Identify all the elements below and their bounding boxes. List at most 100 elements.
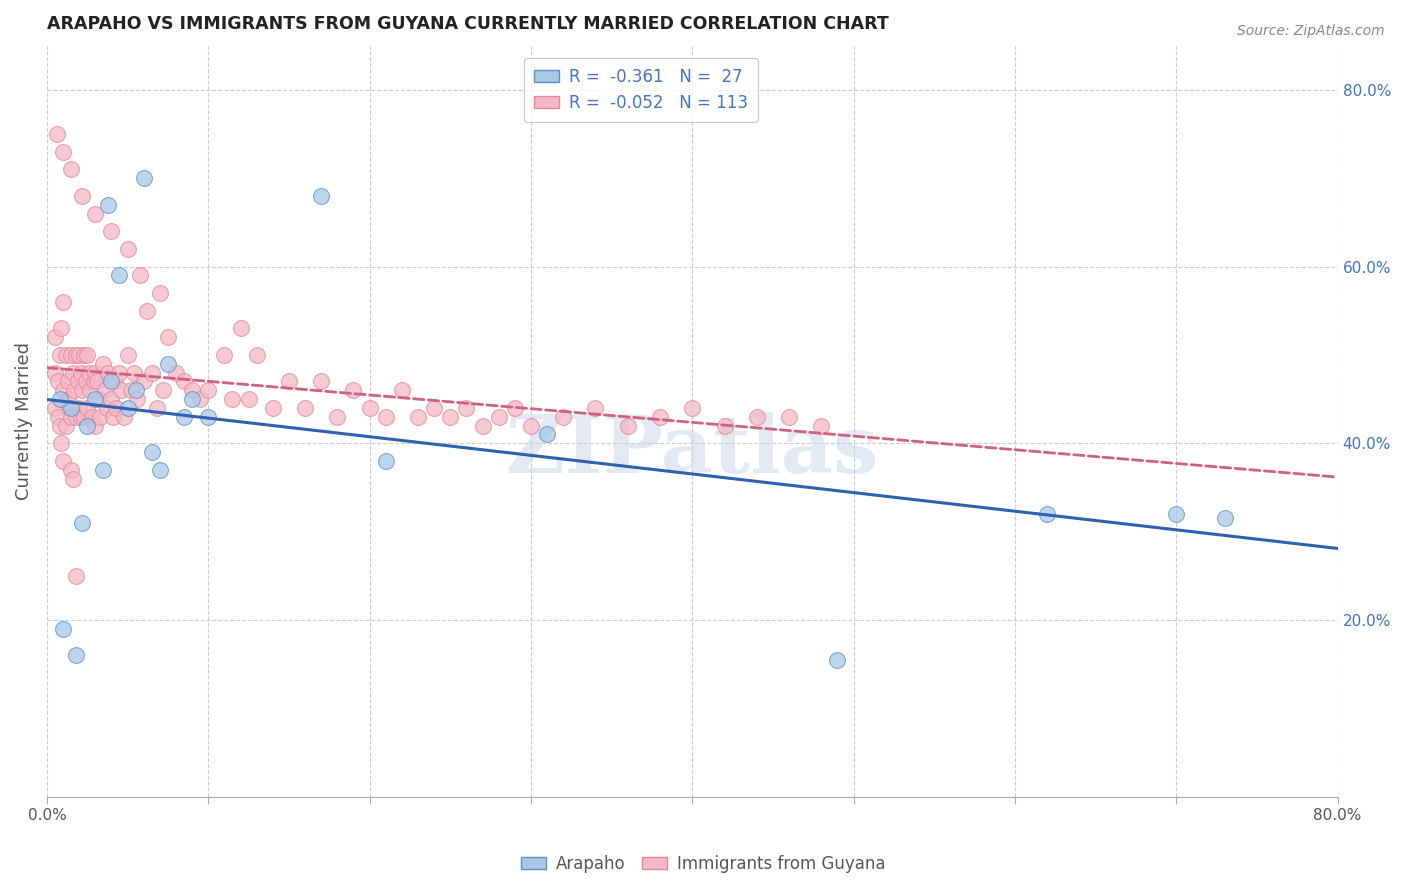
Point [69, 409, 91, 424]
Point [156, 330, 179, 344]
Point [778, 409, 800, 424]
Point [374, 454, 396, 468]
Point [58, 401, 80, 415]
Point [100, 375, 122, 389]
Point [141, 366, 163, 380]
Point [238, 392, 260, 406]
Point [391, 383, 413, 397]
Point [56, 392, 79, 406]
Point [197, 383, 219, 397]
Point [52, 622, 75, 636]
Point [97, 197, 120, 211]
Point [67, 348, 90, 362]
Point [66, 375, 89, 389]
Text: ZIPatlas: ZIPatlas [506, 412, 879, 491]
Point [127, 392, 149, 406]
Point [62, 366, 84, 380]
Point [423, 401, 446, 415]
Point [84, 392, 107, 406]
Point [69, 366, 91, 380]
Point [112, 409, 135, 424]
Point [120, 383, 142, 397]
Point [326, 409, 349, 424]
Point [145, 401, 167, 415]
Point [55, 348, 77, 362]
Point [101, 409, 124, 424]
Point [124, 383, 146, 397]
Point [76, 401, 98, 415]
Point [65, 348, 87, 362]
Point [745, 409, 768, 424]
Point [55, 418, 77, 433]
Point [246, 348, 269, 362]
Point [132, 171, 155, 186]
Point [93, 357, 115, 371]
Point [49, 418, 72, 433]
Point [51, 321, 73, 335]
Point [1213, 511, 1236, 525]
Point [108, 366, 131, 380]
Point [62, 472, 84, 486]
Point [84, 366, 107, 380]
Point [503, 401, 526, 415]
Point [100, 224, 122, 238]
Point [520, 418, 543, 433]
Point [374, 409, 396, 424]
Point [93, 463, 115, 477]
Point [65, 648, 87, 663]
Point [49, 392, 72, 406]
Point [84, 418, 107, 433]
Point [221, 392, 243, 406]
Point [132, 375, 155, 389]
Point [84, 206, 107, 220]
Point [277, 375, 299, 389]
Point [117, 401, 139, 415]
Point [129, 268, 152, 283]
Point [94, 383, 117, 397]
Point [406, 409, 429, 424]
Point [73, 409, 96, 424]
Point [122, 366, 145, 380]
Point [1036, 507, 1059, 521]
Point [141, 445, 163, 459]
Point [135, 303, 157, 318]
Point [108, 268, 131, 283]
Point [60, 162, 83, 177]
Point [1166, 507, 1188, 521]
Point [60, 348, 83, 362]
Point [76, 418, 98, 433]
Point [214, 348, 236, 362]
Point [342, 383, 364, 397]
Point [100, 392, 122, 406]
Point [46, 409, 69, 424]
Point [181, 383, 204, 397]
Point [63, 383, 86, 397]
Point [75, 375, 97, 389]
Point [67, 401, 90, 415]
Point [104, 375, 127, 389]
Text: ARAPAHO VS IMMIGRANTS FROM GUYANA CURRENTLY MARRIED CORRELATION CHART: ARAPAHO VS IMMIGRANTS FROM GUYANA CURREN… [46, 15, 889, 33]
Point [60, 463, 83, 477]
Point [76, 348, 98, 362]
Point [65, 569, 87, 583]
Point [152, 383, 174, 397]
Point [188, 392, 211, 406]
Point [79, 383, 101, 397]
Point [52, 145, 75, 159]
Point [72, 189, 94, 203]
Point [89, 409, 111, 424]
Point [117, 242, 139, 256]
Point [471, 418, 494, 433]
Point [105, 401, 128, 415]
Point [117, 348, 139, 362]
Point [80, 409, 103, 424]
Point [585, 401, 607, 415]
Point [52, 383, 75, 397]
Point [156, 357, 179, 371]
Point [456, 401, 478, 415]
Point [44, 330, 66, 344]
Point [173, 409, 195, 424]
Point [83, 375, 105, 389]
Point [110, 383, 132, 397]
Point [87, 392, 110, 406]
